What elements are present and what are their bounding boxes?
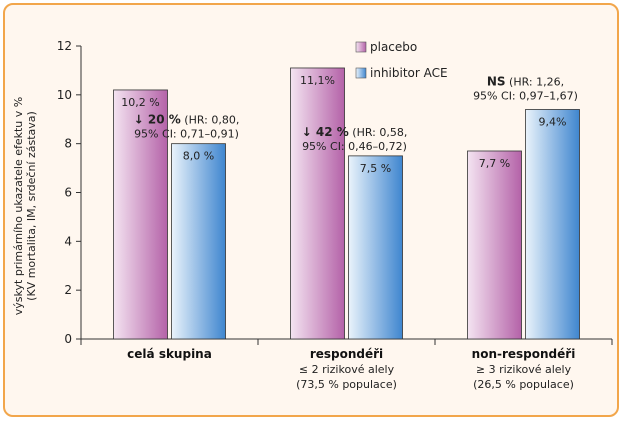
legend-swatch-inhibitor-ace xyxy=(355,67,367,79)
x-category-sublabel: (73,5 % populace) xyxy=(296,378,397,391)
x-category-sublabel: ≥ 3 rizikové alely xyxy=(476,363,572,376)
y-axis-label-line1: výskyt primárního ukazatele efektu v % xyxy=(12,97,25,315)
bar-placebo xyxy=(290,67,345,340)
annotation-line2: 95% CI: 0,97–1,67) xyxy=(473,89,578,102)
legend-label-placebo: placebo xyxy=(370,40,417,54)
data-label-inhibitor-ace: 7,5 % xyxy=(360,162,391,175)
x-category-sublabel: (26,5 % populace) xyxy=(473,378,574,391)
annotation-line2: 95% CI: 0,46–0,72) xyxy=(302,140,407,153)
x-category-sublabel: ≤ 2 rizikové alely xyxy=(299,363,395,376)
bar-inhibitor-ace xyxy=(525,109,580,340)
annotation-line1: ↓ 42 % (HR: 0,58, xyxy=(302,125,408,139)
y-tick-label: 8 xyxy=(64,137,72,151)
y-axis-label-line2: (KV mortalita, IM, srdeční zástava) xyxy=(25,111,38,301)
data-label-inhibitor-ace: 8,0 % xyxy=(183,150,214,163)
x-category-label: celá skupina xyxy=(127,347,212,361)
annotation-line1: ↓ 20 % (HR: 0,80, xyxy=(134,113,240,127)
bar-placebo xyxy=(467,150,522,340)
bar-inhibitor-ace xyxy=(348,155,403,340)
legend-swatch-placebo xyxy=(355,41,367,53)
annotation-line1: NS (HR: 1,26, xyxy=(487,74,564,88)
y-tick-label: 10 xyxy=(57,88,72,102)
x-category-label: respondéři xyxy=(310,347,383,361)
x-category-label: non-respondéři xyxy=(472,347,576,361)
y-tick-label: 2 xyxy=(64,283,72,297)
legend-label-inhibitor-ace: inhibitor ACE xyxy=(370,66,448,80)
y-tick-label: 4 xyxy=(64,234,72,248)
data-label-placebo: 7,7 % xyxy=(479,157,510,170)
data-label-inhibitor-ace: 9,4% xyxy=(539,115,567,128)
y-tick-label: 6 xyxy=(64,186,72,200)
annotation-line2: 95% CI: 0,71–0,91) xyxy=(134,128,239,141)
y-tick-label: 0 xyxy=(64,332,72,346)
data-label-placebo: 11,1% xyxy=(300,74,335,87)
bar-placebo xyxy=(113,89,168,340)
data-label-placebo: 10,2 % xyxy=(121,96,159,109)
y-tick-label: 12 xyxy=(57,39,72,53)
bar-inhibitor-ace xyxy=(171,143,226,340)
